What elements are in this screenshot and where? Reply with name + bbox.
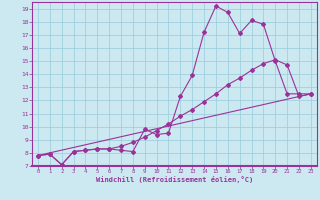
X-axis label: Windchill (Refroidissement éolien,°C): Windchill (Refroidissement éolien,°C) bbox=[96, 176, 253, 183]
